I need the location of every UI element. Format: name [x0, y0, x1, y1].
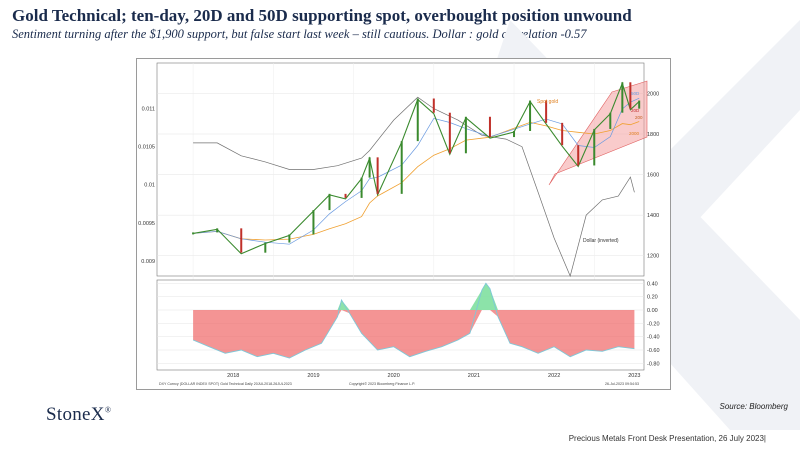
spot-gold-candle: [561, 122, 564, 146]
x-tick-label: 2020: [388, 373, 400, 379]
spot-gold-candle: [216, 228, 219, 233]
spot-gold-candle: [448, 112, 451, 154]
upper-series: [192, 81, 641, 278]
spot-gold-candle: [368, 157, 371, 178]
slide-title: Gold Technical; ten-day, 20D and 50D sup…: [12, 6, 632, 25]
left-tick-label: 0.0105: [138, 145, 155, 151]
logo-registered-mark: ®: [104, 405, 112, 415]
spot-gold-candle: [629, 82, 632, 109]
x-tick-label: 2023: [628, 373, 640, 379]
correlation-line: [192, 282, 635, 359]
upper-plot-area: [156, 62, 645, 277]
spot-gold-candle: [638, 100, 641, 109]
right-tick-label: 1200: [647, 254, 659, 260]
lower-tick-label: -0.80: [647, 361, 660, 367]
spot-gold-candle: [464, 116, 467, 154]
lower-series: [192, 282, 635, 359]
chart-panel: Spot gold Dollar (inverted) 50D 20D 200 2000 …: [136, 58, 671, 390]
left-axis-ticks: 0.009 0.0095 0.01 0.0105 0.011: [138, 107, 155, 265]
lower-tick-label: 0.40: [647, 281, 658, 287]
spot-gold-candle: [529, 100, 532, 131]
stonex-logo: StoneX®: [46, 404, 111, 426]
ma-200-label: 200: [635, 115, 643, 120]
right-tick-label: 2000: [647, 91, 659, 97]
ma-200-line: [193, 121, 640, 241]
right-tick-label: 1400: [647, 213, 659, 219]
spot-gold-candle: [593, 128, 596, 166]
left-tick-label: 0.01: [144, 183, 155, 189]
spot-gold-candle: [545, 100, 548, 123]
left-tick-label: 0.011: [142, 107, 155, 113]
spot-gold-candle: [328, 193, 331, 211]
x-axis-ticks: 2018 2019 2020 2021 2022 2023: [227, 373, 640, 379]
x-tick-label: 2021: [468, 373, 480, 379]
spot-gold-candle: [621, 82, 624, 113]
spot-gold-label: Spot gold: [537, 99, 558, 105]
ma-50-line: [193, 97, 640, 245]
lower-tick-label: 0.20: [647, 295, 658, 301]
right-axis-ticks: 1200 1400 1600 1800 2000: [647, 91, 659, 259]
spot-gold-candle: [432, 98, 435, 113]
x-tick-label: 2019: [307, 373, 319, 379]
spot-gold-candle: [488, 116, 491, 138]
lower-tick-label: -0.40: [647, 335, 660, 341]
spot-gold-candle: [376, 157, 379, 194]
left-tick-label: 0.009: [141, 259, 155, 265]
spot-gold-candle: [513, 130, 516, 138]
spot-gold-candle: [416, 98, 419, 142]
spot-gold-candle: [264, 242, 267, 253]
legend-strip-center: Copyright© 2023 Bloomberg Finance L.P.: [349, 382, 415, 386]
left-tick-label: 0.0095: [138, 221, 155, 227]
dollar-inverted-line: [193, 96, 635, 278]
slide-subtitle: Sentiment turning after the $1,900 suppo…: [12, 27, 587, 41]
spot-gold-candle: [400, 141, 403, 194]
lower-tick-label: -0.20: [647, 321, 660, 327]
spot-gold-candle: [609, 112, 612, 129]
ma-50-label: 50D: [631, 91, 640, 96]
source-note: Source: Bloomberg: [719, 402, 788, 411]
spot-gold-candle: [577, 145, 580, 166]
x-tick-label: 2018: [227, 373, 239, 379]
ma-20-label: 20D: [631, 108, 640, 113]
lower-axis-ticks: 0.40 0.20 0.00 -0.20 -0.40 -0.60 -0.80: [647, 281, 660, 367]
spot-gold-candle: [288, 234, 291, 243]
spot-gold-candle: [360, 177, 363, 198]
lower-tick-label: 0.00: [647, 308, 658, 314]
lower-tick-label: -0.60: [647, 348, 660, 354]
spot-gold-candle: [312, 210, 315, 235]
logo-text: StoneX: [46, 404, 105, 425]
spot-gold-candle: [192, 232, 195, 235]
correlation-negative-area: [193, 310, 635, 358]
right-tick-label: 1600: [647, 173, 659, 179]
right-tick-label: 1800: [647, 132, 659, 138]
dollar-label: Dollar (inverted): [583, 238, 619, 244]
footer-text: Precious Metals Front Desk Presentation,…: [568, 434, 766, 443]
spot-gold-line: [193, 81, 640, 255]
spot-gold-candle: [240, 228, 243, 253]
upper-annotations: Spot gold Dollar (inverted) 50D 20D 200 2000: [537, 91, 643, 244]
x-tick-label: 2022: [548, 373, 560, 379]
legend-strip-left: DXY Curncy (DOLLAR INDEX SPOT) Gold Tech…: [159, 382, 292, 386]
spot-gold-candle: [344, 193, 347, 198]
ma-200-value-label: 2000: [629, 131, 640, 136]
legend-strip-right: 26-Jul-2023 09:54:53: [605, 382, 639, 386]
